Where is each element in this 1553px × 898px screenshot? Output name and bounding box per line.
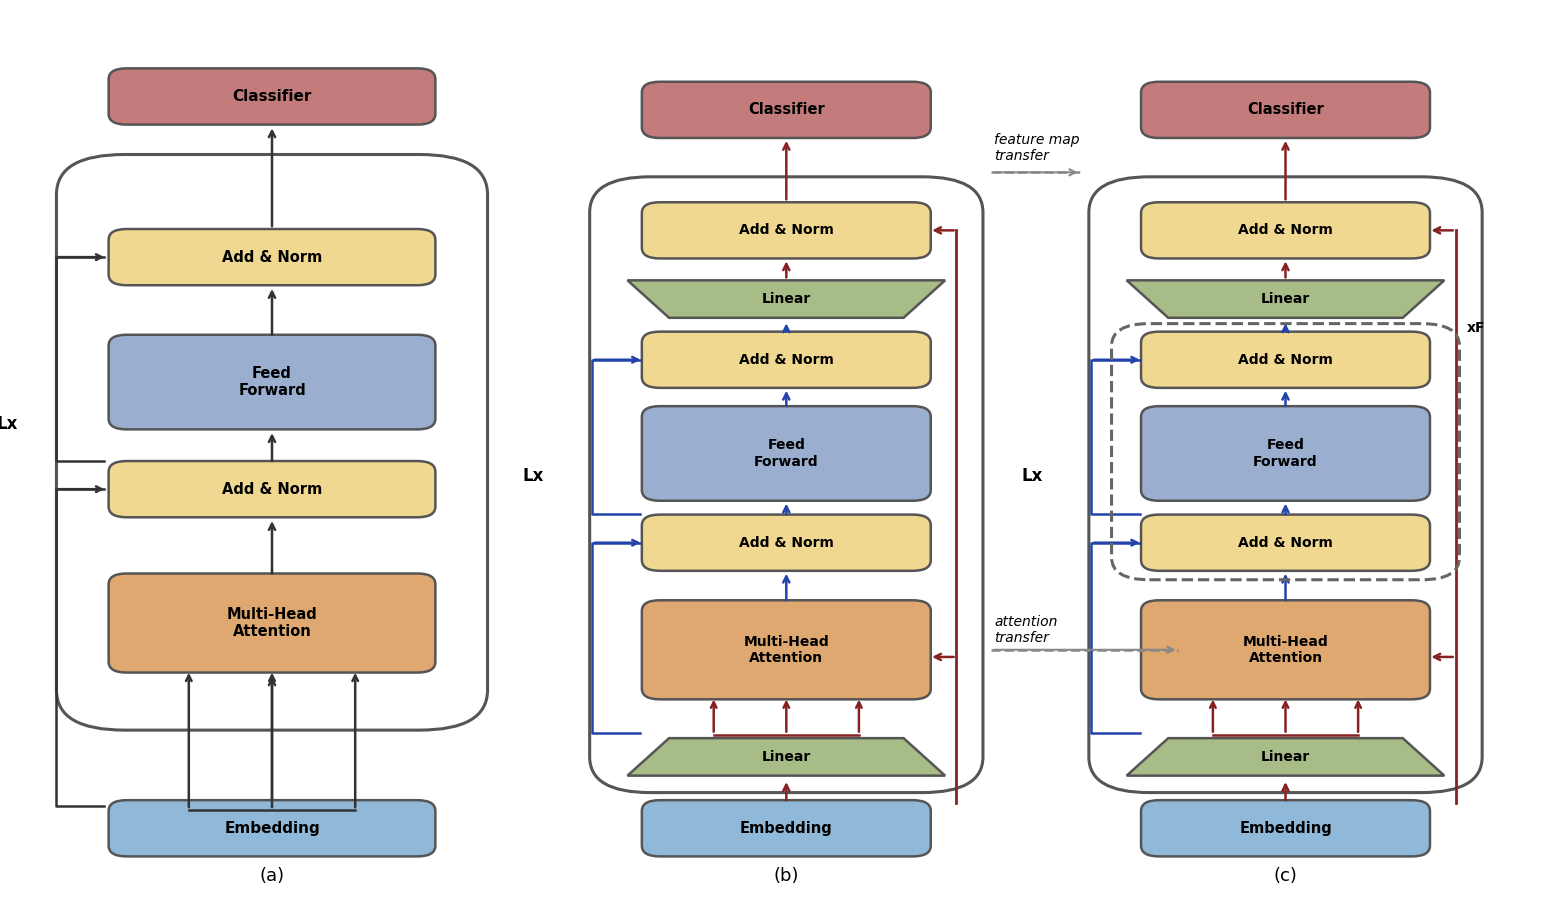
FancyBboxPatch shape (109, 800, 435, 857)
FancyBboxPatch shape (1141, 331, 1430, 388)
Text: Add & Norm: Add & Norm (1238, 353, 1332, 366)
Text: Linear: Linear (761, 750, 811, 764)
FancyBboxPatch shape (1141, 515, 1430, 571)
Text: (a): (a) (259, 867, 284, 885)
FancyBboxPatch shape (1141, 202, 1430, 259)
FancyBboxPatch shape (641, 82, 930, 138)
FancyBboxPatch shape (641, 600, 930, 700)
Text: Add & Norm: Add & Norm (1238, 536, 1332, 550)
Polygon shape (627, 280, 946, 318)
FancyBboxPatch shape (56, 154, 488, 730)
Text: Embedding: Embedding (1239, 821, 1332, 836)
Text: Feed
Forward: Feed Forward (755, 438, 818, 469)
Text: feature map
transfer: feature map transfer (994, 133, 1079, 163)
Text: Lx: Lx (522, 467, 544, 485)
FancyBboxPatch shape (109, 461, 435, 517)
FancyBboxPatch shape (641, 515, 930, 571)
Text: Multi-Head
Attention: Multi-Head Attention (1242, 635, 1328, 665)
Text: Classifier: Classifier (749, 102, 825, 118)
Text: Add & Norm: Add & Norm (222, 481, 321, 497)
FancyBboxPatch shape (109, 68, 435, 125)
Text: Embedding: Embedding (224, 821, 320, 836)
FancyBboxPatch shape (109, 574, 435, 673)
Text: Add & Norm: Add & Norm (222, 250, 321, 265)
FancyBboxPatch shape (1089, 177, 1482, 793)
Text: Embedding: Embedding (739, 821, 832, 836)
Text: Lx: Lx (0, 416, 19, 434)
FancyBboxPatch shape (1141, 82, 1430, 138)
Polygon shape (1126, 280, 1444, 318)
Text: Multi-Head
Attention: Multi-Head Attention (744, 635, 829, 665)
FancyBboxPatch shape (641, 202, 930, 259)
Text: Lx: Lx (1022, 467, 1042, 485)
Text: Linear: Linear (761, 292, 811, 306)
Polygon shape (627, 738, 946, 776)
Text: Linear: Linear (1261, 292, 1311, 306)
FancyBboxPatch shape (641, 406, 930, 501)
Text: Feed
Forward: Feed Forward (1253, 438, 1318, 469)
FancyBboxPatch shape (641, 331, 930, 388)
Text: (b): (b) (773, 867, 800, 885)
Text: Classifier: Classifier (233, 89, 312, 104)
Text: Feed
Forward: Feed Forward (238, 365, 306, 399)
Polygon shape (1126, 738, 1444, 776)
Text: Add & Norm: Add & Norm (739, 224, 834, 237)
FancyBboxPatch shape (109, 335, 435, 429)
Text: Linear: Linear (1261, 750, 1311, 764)
FancyBboxPatch shape (641, 800, 930, 857)
FancyBboxPatch shape (1141, 406, 1430, 501)
FancyBboxPatch shape (109, 229, 435, 286)
Text: Multi-Head
Attention: Multi-Head Attention (227, 607, 317, 639)
Text: Classifier: Classifier (1247, 102, 1323, 118)
Text: Add & Norm: Add & Norm (739, 536, 834, 550)
Text: (c): (c) (1273, 867, 1297, 885)
Text: xF: xF (1468, 321, 1486, 335)
FancyBboxPatch shape (590, 177, 983, 793)
FancyBboxPatch shape (1141, 600, 1430, 700)
Text: Add & Norm: Add & Norm (739, 353, 834, 366)
Text: attention
transfer: attention transfer (994, 615, 1058, 646)
FancyBboxPatch shape (1141, 800, 1430, 857)
Text: Add & Norm: Add & Norm (1238, 224, 1332, 237)
